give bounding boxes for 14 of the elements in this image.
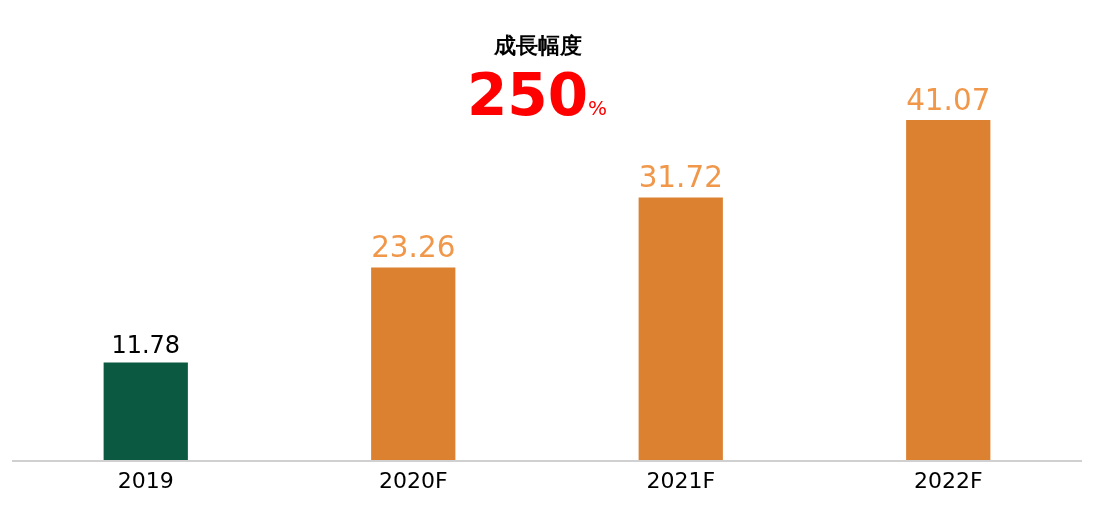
data-label: 11.78 (111, 331, 181, 360)
x-tick-label: 2021F (646, 468, 716, 494)
data-label: 41.07 (906, 83, 991, 118)
bar (638, 197, 723, 460)
x-tick-label: 2019 (117, 468, 174, 494)
bar (906, 120, 991, 460)
bar (103, 362, 188, 460)
text: 成長幅度 (493, 33, 582, 58)
bar (371, 267, 456, 460)
x-tick-label: 2022F (913, 468, 983, 494)
annotation: 250% (467, 61, 608, 129)
data-label: 23.26 (371, 230, 456, 265)
data-label: 31.72 (638, 160, 723, 195)
x-tick-label: 2020F (378, 468, 448, 494)
